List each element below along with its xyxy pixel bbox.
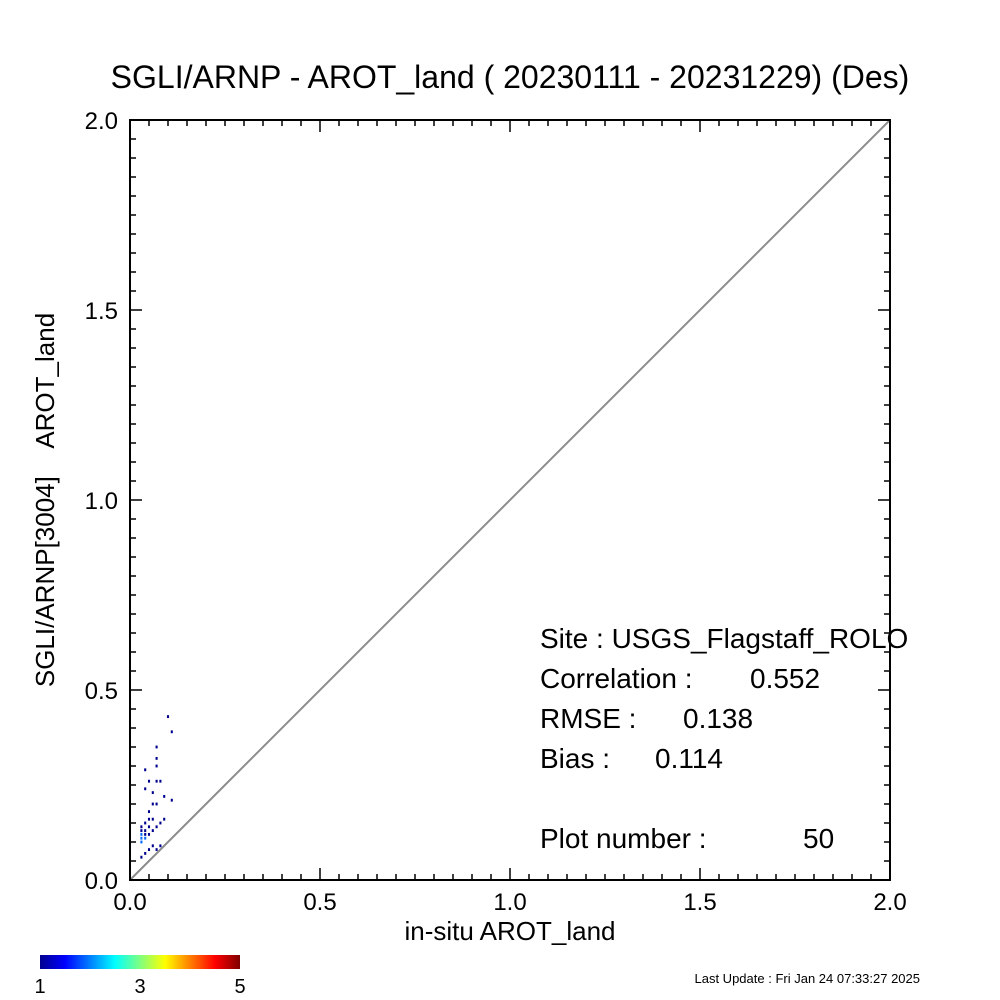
x-tick-label: 2.0: [873, 889, 906, 916]
data-point: [151, 829, 154, 833]
y-tick-label: 1.0: [85, 488, 118, 515]
plot-frame: [129, 119, 891, 881]
y-tick-label: 2.0: [85, 108, 118, 135]
data-point: [140, 829, 143, 833]
last-update-text: Last Update : Fri Jan 24 07:33:27 2025: [695, 971, 921, 986]
data-point: [144, 821, 147, 825]
colorbar-gradient: [40, 955, 240, 969]
data-point: [144, 832, 147, 836]
x-tick-label: 0.5: [303, 889, 336, 916]
data-point: [155, 764, 158, 768]
colorbar-mid-label: 3: [134, 976, 145, 998]
y-tick-label: 1.5: [85, 298, 118, 325]
data-point: [147, 779, 151, 783]
chart-title: SGLI/ARNP - AROT_land ( 20230111 - 20231…: [111, 59, 910, 95]
data-point: [155, 802, 158, 806]
data-point: [155, 745, 158, 749]
data-point: [147, 817, 151, 821]
data-point: [147, 848, 151, 852]
plot-number-value: 50: [803, 823, 834, 854]
data-point: [147, 810, 151, 814]
stats-panel: Site : USGS_Flagstaff_ROLO Correlation :…: [540, 623, 908, 854]
data-point: [151, 844, 154, 848]
rmse-value: 0.138: [683, 703, 753, 734]
data-point: [144, 787, 147, 791]
y-tick-label: 0.0: [85, 868, 118, 895]
scatter-points: [140, 715, 173, 859]
data-point: [163, 794, 166, 798]
data-point: [140, 825, 143, 829]
data-point: [144, 768, 147, 772]
bias-label: Bias :: [540, 743, 610, 774]
colorbar: 1 3 5: [34, 955, 246, 998]
data-point: [166, 715, 170, 719]
x-tick-label: 1.0: [493, 889, 526, 916]
data-point: [155, 848, 158, 852]
data-point: [144, 851, 147, 855]
bias-value: 0.114: [655, 743, 723, 774]
data-point: [147, 832, 151, 836]
data-point: [159, 821, 162, 825]
data-point: [144, 836, 147, 840]
x-axis-label: in-situ AROT_land: [405, 916, 616, 946]
x-tick-label: 1.5: [683, 889, 716, 916]
data-point: [163, 817, 166, 821]
data-point: [151, 802, 154, 806]
data-point: [140, 836, 143, 840]
data-point: [155, 779, 158, 783]
colorbar-min-label: 1: [34, 976, 45, 998]
data-point: [151, 817, 154, 821]
rmse-label: RMSE :: [540, 703, 636, 734]
data-point: [140, 855, 143, 859]
data-point: [140, 832, 143, 836]
data-point: [170, 730, 173, 734]
data-point: [155, 825, 158, 829]
data-point: [144, 829, 147, 833]
site-text: Site : USGS_Flagstaff_ROLO: [540, 623, 908, 654]
x-tick-labels: 0.0 0.5 1.0 1.5 2.0: [113, 889, 906, 916]
y-tick-label: 0.5: [85, 678, 118, 705]
colorbar-max-label: 5: [234, 976, 245, 998]
one-to-one-line: [129, 119, 891, 881]
plot-number-label: Plot number :: [540, 823, 707, 854]
data-point: [159, 844, 162, 848]
x-tick-label: 0.0: [113, 889, 146, 916]
data-point: [159, 779, 162, 783]
y-tick-labels: 0.0 0.5 1.0 1.5 2.0: [85, 108, 118, 895]
data-point: [140, 840, 143, 844]
data-point: [147, 825, 151, 829]
y-axis-label: SGLI/ARNP[3004] AROT_land: [30, 313, 60, 687]
correlation-value: 0.552: [750, 663, 820, 694]
correlation-label: Correlation :: [540, 663, 693, 694]
data-point: [155, 756, 158, 760]
data-point: [170, 798, 173, 802]
data-point: [151, 791, 154, 795]
